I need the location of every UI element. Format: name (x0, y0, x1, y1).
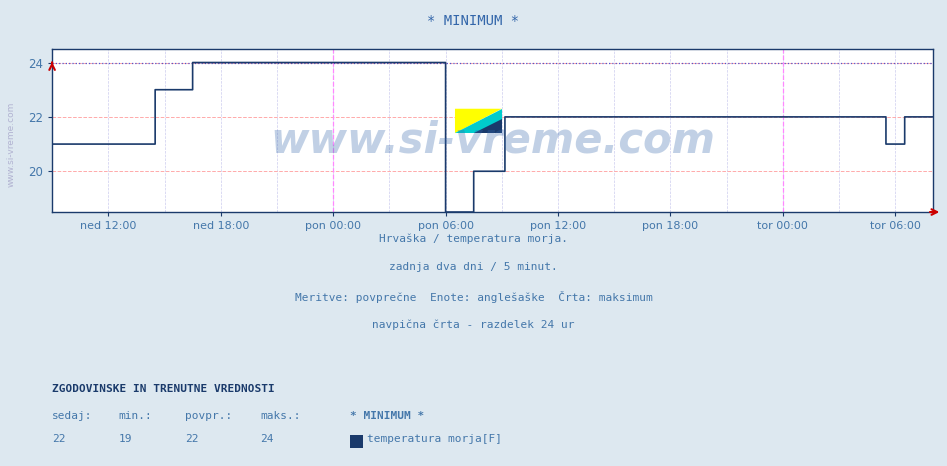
Polygon shape (474, 118, 502, 133)
Text: * MINIMUM *: * MINIMUM * (427, 14, 520, 28)
Text: 24: 24 (260, 434, 274, 444)
Text: Meritve: povprečne  Enote: anglešaške  Črta: maksimum: Meritve: povprečne Enote: anglešaške Črt… (295, 291, 652, 303)
Text: min.:: min.: (118, 411, 152, 421)
Text: navpična črta - razdelek 24 ur: navpična črta - razdelek 24 ur (372, 320, 575, 330)
Text: * MINIMUM *: * MINIMUM * (350, 411, 424, 421)
Text: 19: 19 (118, 434, 132, 444)
Text: www.si-vreme.com: www.si-vreme.com (270, 119, 715, 161)
Text: ZGODOVINSKE IN TRENUTNE VREDNOSTI: ZGODOVINSKE IN TRENUTNE VREDNOSTI (52, 384, 275, 394)
Polygon shape (455, 109, 502, 133)
Text: povpr.:: povpr.: (185, 411, 232, 421)
Text: www.si-vreme.com: www.si-vreme.com (7, 102, 16, 187)
Text: Hrvaška / temperatura morja.: Hrvaška / temperatura morja. (379, 233, 568, 244)
Text: sedaj:: sedaj: (52, 411, 93, 421)
Text: zadnja dva dni / 5 minut.: zadnja dva dni / 5 minut. (389, 262, 558, 272)
Text: temperatura morja[F]: temperatura morja[F] (367, 434, 503, 444)
Text: maks.:: maks.: (260, 411, 301, 421)
Text: 22: 22 (185, 434, 198, 444)
Text: 22: 22 (52, 434, 65, 444)
Polygon shape (455, 109, 502, 133)
